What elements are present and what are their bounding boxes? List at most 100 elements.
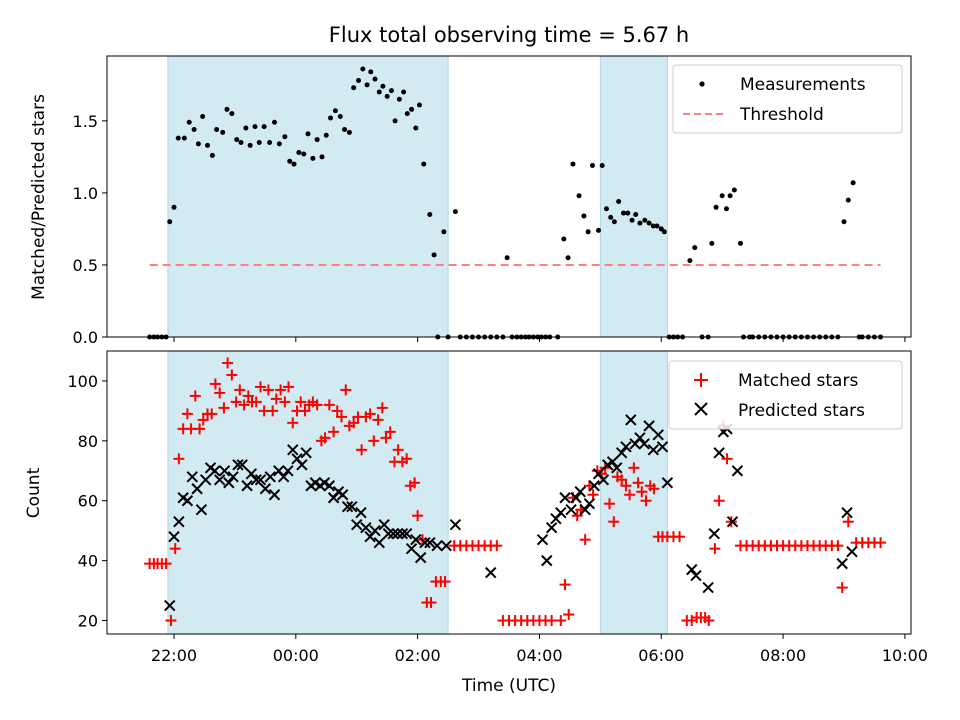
predicted-star-point [431,539,443,552]
matched-star-point [555,615,567,627]
predicted-star-point [199,474,212,486]
ytick-label: 20 [78,612,98,631]
matched-star-point [194,423,206,435]
ytick-label: 80 [78,432,98,451]
predicted-star-point [686,563,698,576]
bottom-panel-shading [167,350,668,635]
measurement-point [576,193,582,199]
matched-star-point [628,462,640,474]
matched-star-point [703,615,715,627]
ytick-label: 100 [67,372,98,391]
ytick-label: 60 [78,492,98,511]
matched-star-point [425,597,437,609]
matched-star-point [230,396,242,408]
predicted-star-point [555,507,567,519]
matched-star-point [372,414,384,426]
predicted-star-point [656,441,669,453]
measurement-point [727,193,733,199]
measurement-point [214,126,220,132]
matched-star-point [287,417,299,429]
matched-star-point [392,444,404,456]
measurement-point [200,114,206,120]
measurement-point [356,77,362,83]
predicted-star-point [396,527,409,540]
measurement-point [570,161,576,167]
measurement-point [243,125,249,131]
matched-star-point [254,381,266,393]
top-panel: 0.0 0.5 1.0 1.5 Matched/Predicted stars Mea… [29,55,912,347]
measurement-point [186,119,192,125]
matched-star-point [295,396,307,408]
legend-measurements-label: Measurements [740,75,866,95]
predicted-star-point [570,492,582,504]
predicted-star-point [369,524,381,537]
measurement-point [845,197,851,203]
predicted-star-point [620,441,632,453]
measurement-point [376,89,382,95]
predicted-star-point [186,471,198,483]
measurement-point [287,158,293,164]
measurement-point [323,132,329,138]
measurement-point [713,204,719,210]
legend-predicted-label: Predicted stars [738,401,865,421]
legend-predicted-marker [694,402,708,416]
measurement-point [247,142,253,148]
measurement-point [388,88,394,94]
measurement-point [452,209,458,215]
matched-star-point [323,399,335,411]
measurement-point [171,204,177,210]
predicted-star-point [300,447,312,459]
measurement-point [629,217,635,223]
xtick-label: 04:00 [516,646,562,665]
legend-matched-marker [694,373,708,387]
measurement-point [654,223,660,229]
matched-star-point [279,396,291,408]
matched-star-point [348,417,360,429]
predicted-star-point [209,465,221,477]
matched-star-point [636,486,648,498]
predicted-star-point [296,459,308,471]
predicted-star-point [323,480,336,492]
matched-star-point [364,408,376,420]
predicted-star-point [391,527,404,540]
predicted-star-point [726,515,739,528]
measurement-point [581,213,587,219]
matched-star-point [242,390,254,402]
matched-star-point [559,579,571,591]
matched-star-point [571,510,583,522]
predicted-star-point [638,438,650,450]
predicted-star-point [574,486,586,498]
measurement-point [841,219,847,225]
bottom-legend-box [668,360,903,430]
matched-star-point [368,435,380,447]
predicted-star-point [449,518,462,531]
matched-star-point [283,381,295,393]
predicted-star-point [287,444,299,456]
measurement-point [392,118,398,124]
matched-star-point [604,498,615,510]
predicted-star-point [232,459,244,471]
predicted-star-point [282,465,294,477]
measurement-point [346,129,352,135]
predicted-star-point [351,518,363,531]
measurement-point [608,214,614,220]
predicted-star-point [277,471,290,483]
ytick-label: 0.0 [73,328,98,347]
predicted-star-point [387,527,399,540]
measurement-point [427,212,433,218]
top-panel-frame [106,55,912,338]
measurement-point [596,227,602,233]
matched-star-point [713,495,725,507]
matched-star-point [439,576,451,588]
predicted-star-point [536,533,549,546]
xtick-label: 22:00 [151,646,197,665]
predicted-star-point [373,536,385,549]
top-legend: Measurements Threshold [672,64,903,134]
predicted-star-point [841,507,853,519]
predicted-star-point [341,501,354,513]
xtick-label: 08:00 [760,646,806,665]
x-axis-label: Time (UTC) [461,676,556,696]
measurement-point [220,129,226,135]
measurement-point [276,141,282,147]
predicted-star-point [181,495,194,507]
